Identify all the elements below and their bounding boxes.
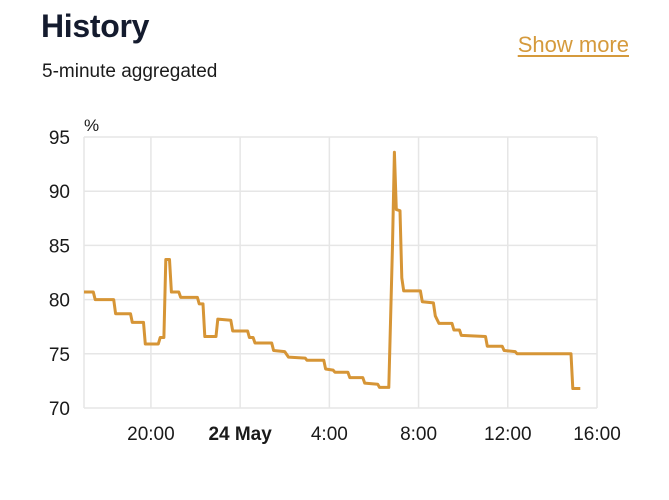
y-tick-label: 80 <box>49 291 70 312</box>
x-tick-label: 12:00 <box>484 424 532 445</box>
x-tick-label: 20:00 <box>127 424 175 445</box>
y-tick-label: 85 <box>49 236 70 257</box>
x-tick-label: 16:00 <box>573 424 621 445</box>
y-tick-label: 90 <box>49 182 70 203</box>
show-more-link[interactable]: Show more <box>517 32 629 57</box>
chart-grid <box>83 136 598 409</box>
y-axis-unit-label: % <box>84 116 99 135</box>
page-subtitle: 5-minute aggregated <box>42 61 218 82</box>
page-title: History <box>41 8 150 44</box>
x-tick-label: 24 May <box>208 424 272 445</box>
y-tick-label: 70 <box>49 399 70 420</box>
y-tick-label: 95 <box>49 128 70 149</box>
y-tick-label: 75 <box>49 345 70 366</box>
x-tick-label: 4:00 <box>311 424 348 445</box>
y-axis-ticks: 95 90 85 80 75 70 <box>49 128 70 420</box>
series-line <box>84 150 581 390</box>
x-axis-ticks: 20:00 24 May 4:00 8:00 12:00 16:00 <box>127 424 621 445</box>
x-tick-label: 8:00 <box>400 424 437 445</box>
